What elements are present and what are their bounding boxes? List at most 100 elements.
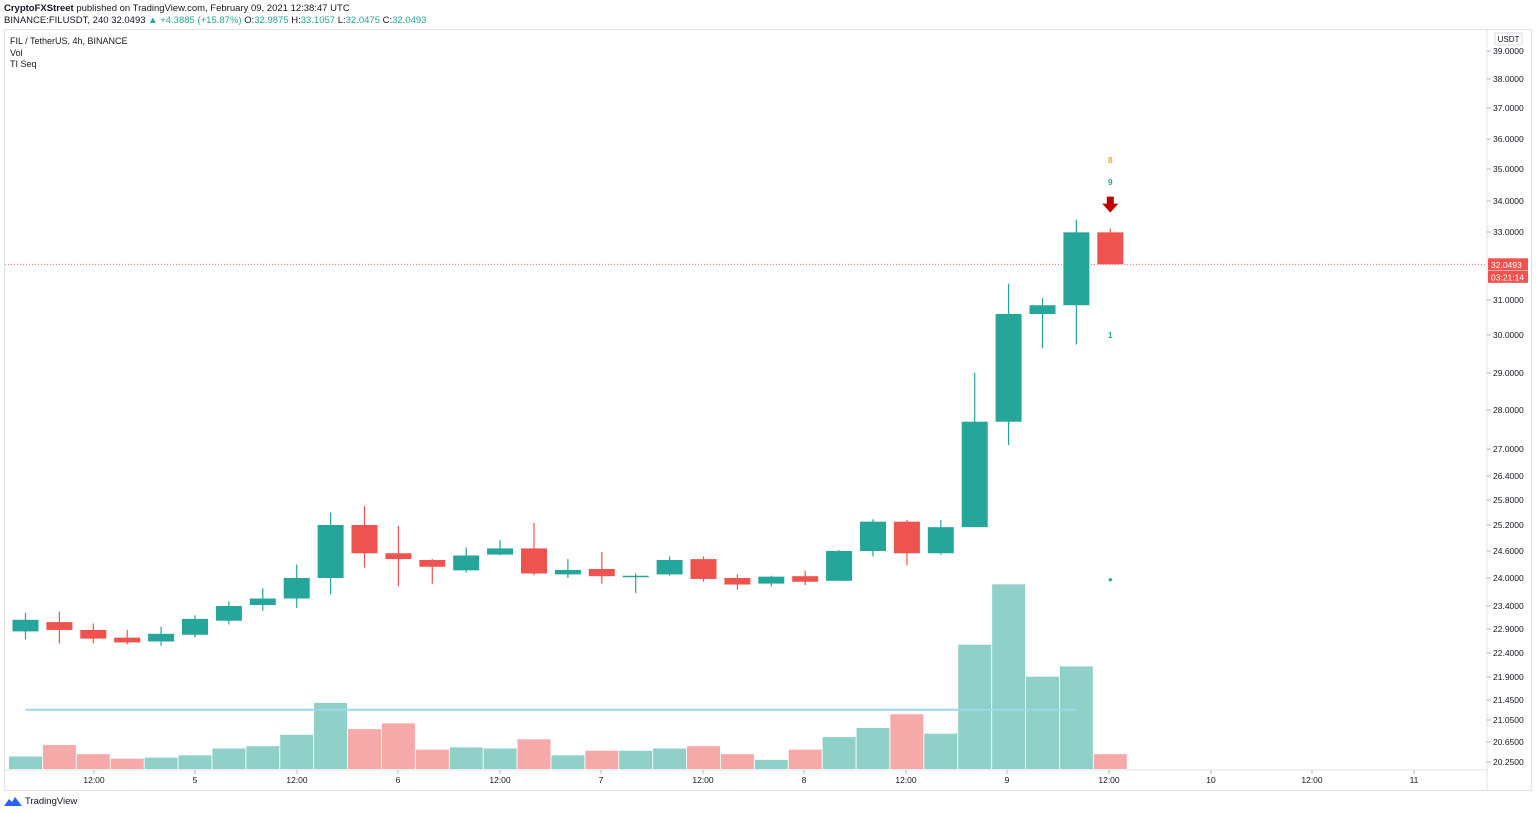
candle-body — [588, 569, 615, 577]
candle-body — [1097, 232, 1124, 265]
time-tick-label: 12:00 — [489, 775, 511, 785]
symbol-line: BINANCE:FILUSDT, 240 32.0493 ▲ +4.3885 (… — [4, 15, 426, 27]
tradingview-brand: TradingView — [25, 796, 78, 807]
price-tick-label: 20.2500 — [1493, 757, 1524, 767]
price-tick-label: 21.4500 — [1493, 695, 1524, 705]
time-tick-label: 10 — [1206, 775, 1216, 785]
publish-text: published on TradingView.com, February 0… — [73, 3, 350, 14]
volume-bar — [110, 758, 144, 769]
volume-bar — [788, 749, 822, 769]
symbol-prefix: BINANCE:FILUSDT, 240 — [4, 15, 109, 26]
volume-bar — [381, 723, 415, 769]
volume-bar — [958, 644, 992, 769]
currency-label-box — [1494, 32, 1523, 46]
volume-bar — [76, 754, 110, 769]
close-value: 32.0493 — [392, 15, 427, 26]
candle-body — [1063, 232, 1090, 306]
volume-bar — [9, 756, 42, 769]
tiseq-label: 8 — [1108, 155, 1113, 165]
price-tick-label: 22.9000 — [1493, 624, 1524, 634]
candle-body — [554, 569, 581, 575]
volume-bar — [246, 746, 280, 769]
volume-bar — [720, 754, 754, 769]
time-tick-label: 5 — [193, 775, 198, 785]
candle-body — [249, 598, 276, 606]
countdown-box — [1488, 270, 1528, 283]
candle-body — [656, 560, 683, 575]
time-tick-label: 12:00 — [1301, 775, 1323, 785]
chart-legend: FIL / TetherUS, 4h, BINANCE Vol TI Seq — [10, 36, 128, 71]
price-tick-label: 31.0000 — [1493, 295, 1524, 305]
time-tick-label: 8 — [802, 775, 807, 785]
chart-frame — [4, 29, 1532, 791]
volume-bar — [992, 584, 1026, 769]
candle-body — [826, 551, 853, 581]
candle-body — [690, 559, 717, 579]
candle-body — [215, 606, 242, 621]
candle-body — [724, 578, 751, 585]
open-value: 32.9875 — [254, 15, 289, 26]
legend-tiseq[interactable]: TI Seq — [10, 59, 37, 69]
candle-body — [927, 527, 954, 554]
volume-bar — [754, 759, 788, 769]
last-price: 32.0493 — [111, 15, 146, 26]
price-tick-label: 36.0000 — [1493, 134, 1524, 144]
time-tick-label: 12:00 — [692, 775, 714, 785]
volume-bar — [1093, 754, 1127, 769]
price-tag-label: 32.0493 — [1491, 260, 1522, 270]
time-tick-label: 11 — [1410, 775, 1419, 785]
price-tick-label: 29.0000 — [1493, 368, 1524, 378]
candle-body — [453, 555, 480, 571]
volume-bar — [619, 750, 653, 769]
price-tick-label: 21.9000 — [1493, 672, 1524, 682]
price-tick-label: 37.0000 — [1493, 103, 1524, 113]
volume-bar — [212, 748, 246, 769]
open-label: O: — [244, 15, 255, 26]
tiseq-label: 1 — [1108, 330, 1113, 340]
legend-vol[interactable]: Vol — [10, 47, 23, 58]
currency-label: USDT — [1498, 35, 1520, 44]
time-tick-label: 12:00 — [895, 775, 917, 785]
volume-bar — [348, 729, 381, 769]
volume-bar — [280, 734, 314, 769]
price-tick-label: 33.0000 — [1493, 227, 1524, 237]
volume-bar — [1026, 676, 1059, 769]
candle-body — [385, 553, 412, 560]
volume-bar — [585, 750, 619, 769]
volume-bar — [42, 745, 76, 769]
tiseq-label: 9 — [1108, 177, 1113, 187]
price-tick-label: 25.8000 — [1493, 495, 1524, 505]
legend-title[interactable]: FIL / TetherUS, 4h, BINANCE — [10, 36, 128, 46]
price-tick-label: 27.0000 — [1493, 444, 1524, 454]
publish-line: CryptoFXStreet published on TradingView.… — [4, 3, 426, 15]
volume-bar — [144, 757, 178, 769]
price-tick-label: 30.0000 — [1493, 330, 1524, 340]
volume-bar — [517, 739, 551, 769]
countdown-label: 03:21:14 — [1491, 272, 1524, 282]
publisher-name: CryptoFXStreet — [4, 3, 74, 14]
candle-body — [317, 525, 344, 578]
price-tick-label: 21.0500 — [1493, 715, 1524, 725]
time-tick-label: 12:00 — [286, 775, 308, 785]
volume-bar — [415, 749, 449, 769]
candle-body — [182, 618, 208, 635]
candle-body — [487, 548, 514, 555]
candle-body — [114, 637, 141, 643]
price-tick-label: 39.0000 — [1493, 46, 1524, 56]
price-tick-label: 35.0000 — [1493, 164, 1524, 174]
high-label: H: — [291, 15, 301, 26]
candle-body — [419, 560, 446, 567]
volume-bar — [924, 733, 958, 769]
candle-body — [758, 576, 785, 584]
candle-body — [792, 576, 819, 582]
volume-bar — [314, 702, 348, 769]
candle-body — [893, 521, 920, 554]
time-tick-label: 6 — [396, 775, 401, 785]
price-tick-label: 34.0000 — [1493, 196, 1524, 206]
publish-header: CryptoFXStreet published on TradingView.… — [4, 3, 426, 27]
price-tick-label: 23.4000 — [1493, 601, 1524, 611]
tradingview-logo-icon — [4, 797, 22, 806]
volume-bar — [822, 737, 856, 769]
price-tick-label: 24.6000 — [1493, 546, 1524, 556]
